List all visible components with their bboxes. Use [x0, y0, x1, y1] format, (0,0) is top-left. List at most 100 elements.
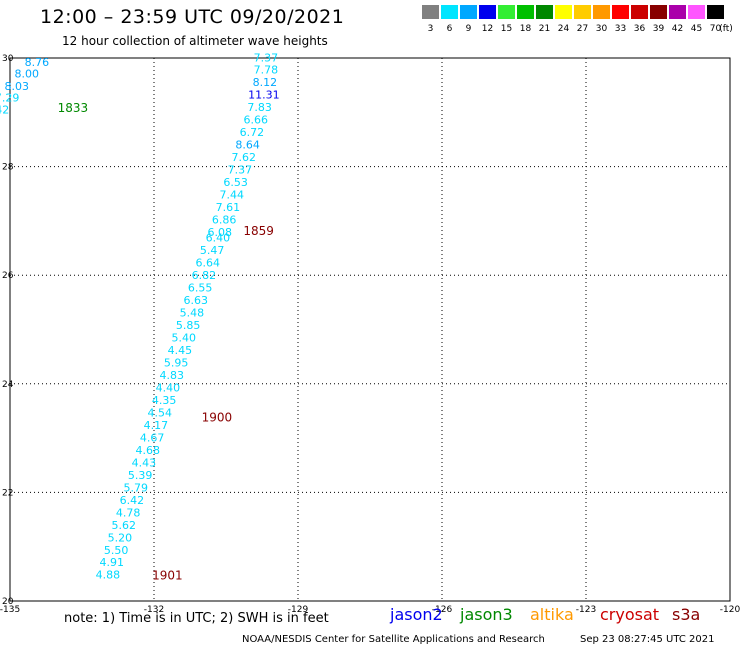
- wave-height-value: 11.31: [248, 89, 280, 102]
- observations: 8.768.008.037.297.42 7.377.788.1211.317.8…: [0, 51, 280, 581]
- pass-time-label: 1901: [152, 568, 183, 582]
- legend-label: 3: [427, 24, 434, 34]
- wave-height-value: 6.55: [188, 281, 213, 294]
- legend-swatch: [460, 5, 477, 19]
- wave-height-value: 4.54: [148, 406, 173, 419]
- wave-height-value: 5.85: [176, 319, 201, 332]
- satellite-jason3: jason3: [460, 605, 513, 624]
- axis-tick-labels: -135 -132 -129 -126 -123 -120 20 22 24 26 28 30: [0, 54, 740, 615]
- wave-height-value: 5.95: [164, 356, 189, 369]
- wave-height-value: 4.45: [168, 344, 193, 357]
- legend-swatch: [422, 5, 439, 19]
- wave-height-value: 7.61: [216, 201, 241, 214]
- wave-height-value: 8.64: [235, 139, 260, 152]
- wave-height-value: 6.53: [223, 176, 248, 189]
- wave-height-value: 7.62: [232, 151, 257, 164]
- legend-label: 45: [690, 24, 703, 34]
- legend-label: 30: [595, 24, 608, 34]
- wave-height-value: 4.43: [132, 456, 157, 469]
- pass-time-label: 1900: [202, 410, 233, 424]
- wave-height-value: 4.88: [96, 569, 121, 582]
- wave-height-value: 7.42: [0, 103, 9, 116]
- legend-swatch: [574, 5, 591, 19]
- legend-swatch: [593, 5, 610, 19]
- legend-label: 42: [671, 24, 684, 34]
- x-tick-label: -123: [576, 605, 596, 615]
- footer-note: note: 1) Time is in UTC; 2) SWH is in fe…: [64, 611, 329, 626]
- y-tick-label: 24: [2, 380, 14, 390]
- wave-height-value: 6.64: [196, 257, 221, 270]
- wave-height-value: 8.12: [253, 76, 278, 89]
- wave-height-value: 4.17: [144, 419, 169, 432]
- legend-swatch: [555, 5, 572, 19]
- map-subtitle: 12 hour collection of altimeter wave hei…: [62, 34, 328, 48]
- x-tick-label: -120: [720, 605, 740, 615]
- wave-height-value: 4.91: [100, 556, 125, 569]
- wave-height-value: 6.82: [192, 269, 217, 282]
- y-tick-label: 28: [2, 163, 14, 173]
- y-tick-label: 26: [2, 271, 14, 281]
- legend-swatch: [498, 5, 515, 19]
- legend-label: 21: [538, 24, 551, 34]
- legend-label: 39: [652, 24, 665, 34]
- wave-height-value: 7.78: [254, 64, 279, 77]
- legend-swatch: [650, 5, 667, 19]
- legend-label: 6: [446, 24, 453, 34]
- wave-height-value: 5.39: [128, 469, 153, 482]
- x-tick-label: -132: [144, 605, 164, 615]
- pass-times: 1833 1859 1900 1901: [58, 101, 274, 583]
- legend-unit: (ft): [719, 24, 733, 34]
- x-tick-label: -129: [288, 605, 309, 615]
- legend-label: 15: [500, 24, 513, 34]
- legend-swatch: [517, 5, 534, 19]
- wave-height-value: 8.00: [15, 68, 40, 81]
- wave-height-value: 5.50: [104, 544, 129, 557]
- legend-swatch: [631, 5, 648, 19]
- wave-height-value: 4.68: [136, 444, 161, 457]
- wave-height-value: 7.37: [254, 51, 279, 64]
- legend-label: 33: [614, 24, 627, 34]
- wave-height-value: 5.79: [124, 481, 149, 494]
- wave-height-value: 4.35: [152, 394, 177, 407]
- wave-height-value: 6.63: [184, 294, 209, 307]
- wave-height-value: 5.40: [172, 331, 197, 344]
- legend-label: 18: [519, 24, 532, 34]
- wave-height-value: 7.44: [220, 189, 245, 202]
- legend-swatch: [441, 5, 458, 19]
- wave-height-value: 5.47: [200, 244, 225, 257]
- wave-height-value: 6.40: [206, 232, 231, 245]
- wave-height-value: 5.20: [108, 531, 133, 544]
- satellite-jason2: jason2: [390, 605, 443, 624]
- satellite-s3a: s3a: [672, 605, 701, 624]
- wave-height-value: 6.66: [244, 114, 269, 127]
- wave-height-value: 6.08: [208, 226, 233, 239]
- legend-swatch: [536, 5, 553, 19]
- wave-height-value: 7.83: [247, 101, 272, 114]
- pass-time-label: 1833: [58, 101, 89, 115]
- legend-label: 24: [557, 24, 570, 34]
- color-legend: 3 6 9 12 15 18 21 24 27 30 33 36 39 42 45 70 (ft): [422, 5, 733, 35]
- map-frame: [9, 57, 731, 602]
- wave-height-value: 6.42: [120, 494, 145, 507]
- legend-swatch: [612, 5, 629, 19]
- wave-height-value: 8.76: [25, 56, 50, 69]
- satellite-altika: altika: [530, 605, 574, 624]
- x-tick-label: -126: [432, 605, 453, 615]
- y-tick-label: 30: [2, 54, 14, 64]
- wave-height-value: 5.48: [180, 306, 205, 319]
- x-tick-label: -135: [0, 605, 20, 615]
- map-title: 12:00 – 23:59 UTC 09/20/2021: [40, 6, 345, 28]
- wave-height-value: 4.83: [160, 369, 185, 382]
- legend-label: 36: [633, 24, 646, 34]
- legend-swatch: [669, 5, 686, 19]
- wave-height-value: 4.40: [156, 381, 181, 394]
- wave-height-value: 6.86: [212, 214, 237, 227]
- wave-height-value: 7.29: [0, 91, 19, 104]
- wave-height-value: 8.03: [4, 80, 29, 93]
- wave-height-value: 6.72: [240, 126, 265, 139]
- satellite-cryosat: cryosat: [600, 605, 660, 624]
- legend-swatch: [479, 5, 496, 19]
- legend-label: 27: [576, 24, 589, 34]
- legend-label: 9: [465, 24, 472, 34]
